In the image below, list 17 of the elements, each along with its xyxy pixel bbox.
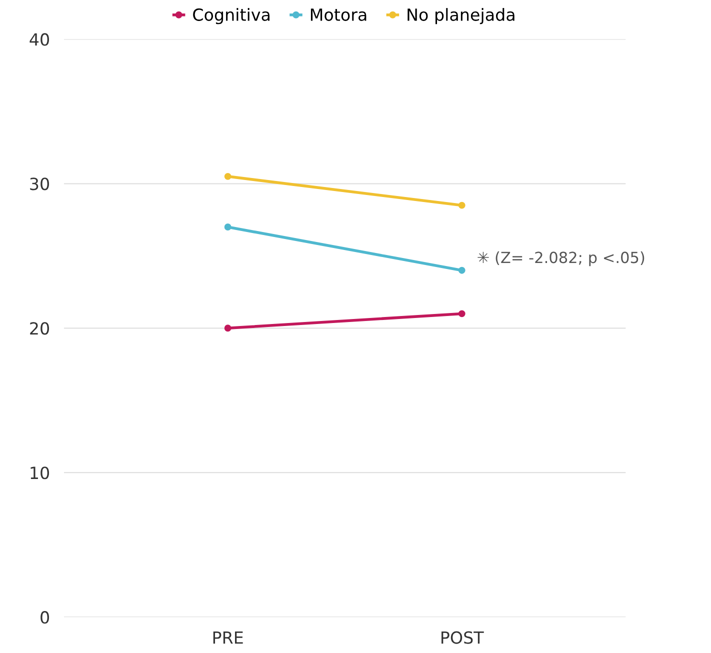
y-tick-label: 0 [40, 611, 49, 624]
y-tick-label: 10 [30, 466, 49, 480]
y-tick-label: 40 [30, 33, 49, 46]
point [224, 172, 232, 180]
point [458, 266, 466, 274]
point [224, 224, 232, 230]
legend-label: No planejada [408, 8, 514, 24]
y-tick-label: 20 [30, 322, 49, 335]
point [458, 310, 466, 318]
point [458, 202, 466, 209]
point [224, 324, 232, 332]
x-tick-label: POST [442, 631, 484, 644]
legend-label: Cognitiva [193, 8, 270, 24]
x-tick-label: PRE [213, 631, 243, 644]
annotation: ✳ (Z= -2.082; p <.05) [478, 251, 644, 266]
legend-label: Motora [310, 8, 366, 21]
y-tick-label: 30 [30, 178, 49, 190]
